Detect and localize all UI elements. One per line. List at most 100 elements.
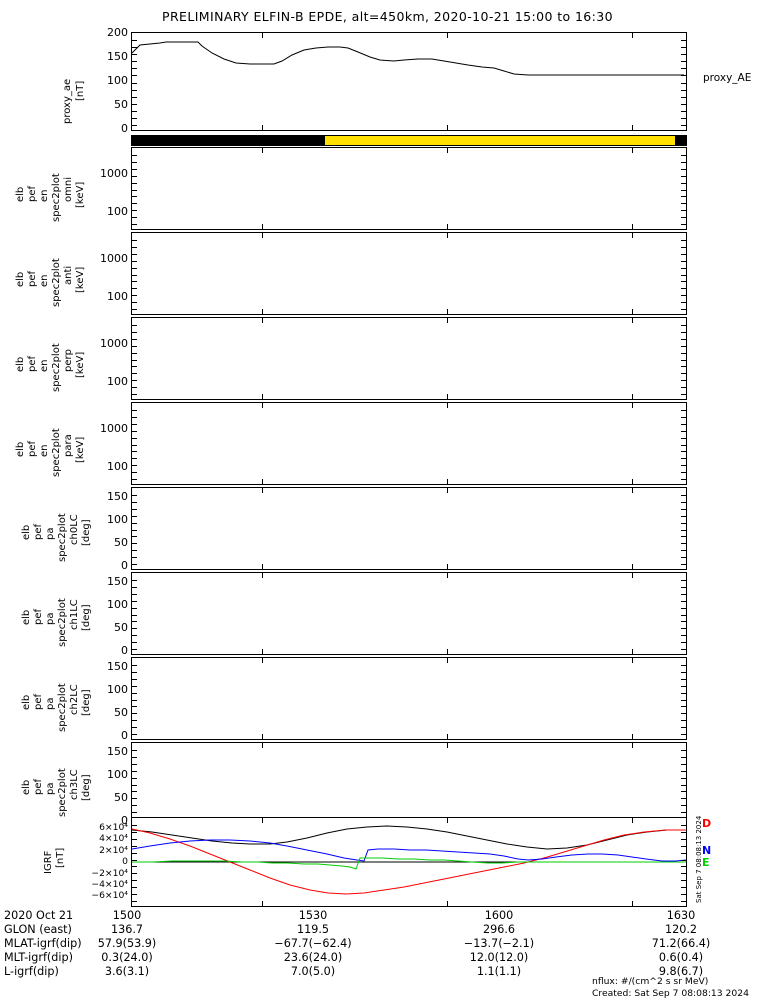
xtick [447,33,448,38]
ytick-minor [132,853,137,854]
ytick-label: 150 [107,745,128,758]
ytick-minor [681,346,686,347]
ytick-minor [681,665,686,666]
cell-l-1500: 3.6(3.1) [104,965,150,979]
ytick-minor [681,557,686,558]
ytick-minor [681,288,686,289]
ytick-minor [132,424,137,425]
xtick [632,658,633,663]
xtick [262,309,263,314]
xtick [632,649,633,654]
ytick-minor [681,536,686,537]
ytick-minor [132,764,137,765]
ytick-minor [681,479,686,480]
ytitle-line: [deg] [81,519,92,546]
panel-pa-ch3lc [131,742,687,825]
ytick-minor [132,325,137,326]
proxy-ae-legend-label: proxy_AE [703,72,752,84]
xtick [632,309,633,314]
ytick-minor [132,805,137,806]
xtick [262,573,263,578]
igrf-legend-n: N [702,844,712,857]
ytick-minor [681,183,686,184]
xtick [262,394,263,399]
ytick-minor [132,203,137,204]
ytick-label: 0 [121,644,128,657]
ytick-label: 150 [107,660,128,673]
mode-indicator-bar [131,135,687,146]
ytick-minor [132,516,137,517]
ytick-minor [132,621,137,622]
ytitle-line: spec2plot [57,513,68,562]
ytick-minor [681,543,686,544]
ytitle-line: en [39,359,50,373]
cell-glon-1530: 119.5 [296,923,330,937]
ytick-minor [132,757,137,758]
ytick-minor [132,720,137,721]
ytick-minor [132,472,137,473]
row-label-mlt: MLT-igrf(dip) [4,951,73,965]
xtick [262,224,263,229]
ytick-minor [132,713,137,714]
ytick-label: 1000 [100,167,128,180]
ytick-minor [132,706,137,707]
ytick-minor [681,431,686,432]
panel-proxy-ae [131,32,687,131]
ytick-minor [681,679,686,680]
ytick-minor [132,894,137,895]
xtick [632,488,633,493]
cell-glon-1500: 136.7 [110,923,144,937]
xtick [262,403,263,408]
ytick-minor [132,557,137,558]
ytick-minor [681,275,686,276]
ytick-minor [132,608,137,609]
ytitle-line: elb [15,271,26,287]
xtick [262,125,263,130]
ytick-label: 50 [114,706,128,719]
ytick-minor [681,424,686,425]
ytick-minor [132,54,137,55]
ytitle-line: elb [21,779,32,795]
ytick-label: 100 [107,513,128,526]
ytick-minor [132,778,137,779]
ytick-label: 6×10⁴ [99,822,128,833]
table-row-mlt: MLT-igrf(dip) 0.3(24.0) 23.6(24.0) 12.0(… [4,951,772,965]
ytick-minor [132,601,137,602]
cell-mlt-1600: 12.0(12.0) [469,951,529,965]
xtick [447,564,448,569]
ytick-minor [681,325,686,326]
xtick [447,818,448,823]
ytick-minor [132,247,137,248]
xtick [262,734,263,739]
ytick-minor [681,111,686,112]
ytick-minor [681,564,686,565]
footer-created: Created: Sat Sep 7 08:08:13 2024 [592,987,749,999]
ytitle-line: [keV] [75,181,86,208]
xtick [447,224,448,229]
ytick-label: 100 [107,460,128,473]
ytick-minor [132,495,137,496]
panel-pa-ch2lc [131,657,687,740]
row-label-glon: GLON (east) [4,923,72,937]
ytick-minor [681,61,686,62]
xtick [262,818,263,823]
ytick-minor [681,901,686,902]
ytick-minor [681,445,686,446]
row-label-l: L-igrf(dip) [4,965,59,979]
ytick-label: 0 [121,729,128,742]
ytick-label: 100 [107,598,128,611]
ytick-minor [132,431,137,432]
ytick-minor [681,621,686,622]
ytick-minor [132,373,137,374]
ytick-label: 150 [107,50,128,63]
ytick-minor [132,873,137,874]
cell-glon-1630: 120.2 [664,923,698,937]
ytick-minor [132,104,137,105]
ytick-label: 1000 [100,252,128,265]
ytick-minor [681,353,686,354]
page-title: PRELIMINARY ELFIN-B EPDE, alt=450km, 202… [162,9,613,24]
xtick [262,233,263,238]
ytick-minor [132,825,137,826]
ytick-minor [681,635,686,636]
xtick [262,658,263,663]
